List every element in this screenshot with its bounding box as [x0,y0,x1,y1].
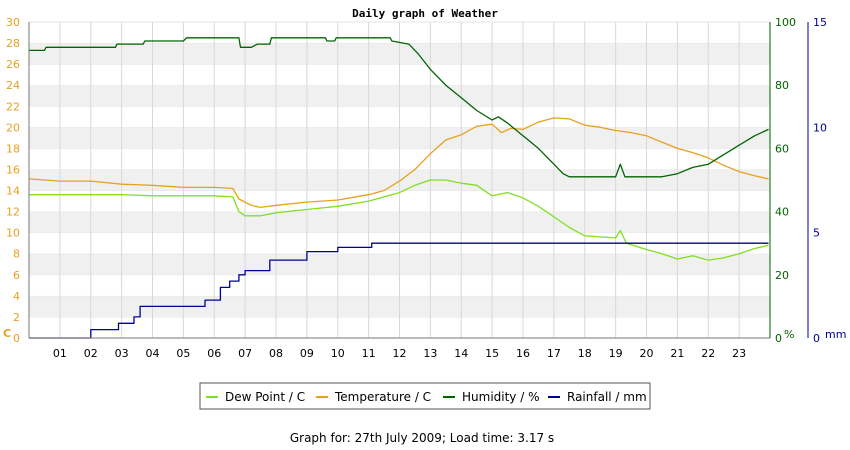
series-line-rainfall [29,242,769,339]
left-axis-tick-label: 30 [6,16,20,29]
x-axis-tick-label: 13 [423,347,437,360]
x-axis-tick-label: 18 [578,347,592,360]
left-axis-tick-label: 22 [6,100,20,113]
x-axis-tick-label: 22 [701,347,715,360]
x-axis-tick-label: 21 [670,347,684,360]
x-axis-tick-label: 15 [485,347,499,360]
legend-item: Temperature / C [316,390,431,404]
x-axis-tick-label: 08 [269,347,283,360]
humidity-axis-unit-label: % [784,328,794,341]
rain-axis-tick-label: 5 [813,227,820,240]
x-axis-tick-label: 11 [362,347,376,360]
x-axis-tick-label: 20 [640,347,654,360]
left-axis-tick-label: 18 [6,142,20,155]
x-axis-tick-label: 02 [84,347,98,360]
axes [28,22,809,339]
legend: Dew Point / C Temperature / C Humidity / %… [199,382,651,410]
legend-label: Dew Point / C [225,390,305,404]
x-axis-tick-label: 23 [732,347,746,360]
humidity-axis-tick-label: 0 [775,332,782,345]
x-axis-tick-label: 16 [516,347,530,360]
humidity-axis-tick-label: 80 [775,79,789,92]
left-axis-tick-label: 14 [6,185,20,198]
rain-axis-tick-label: 0 [813,332,820,345]
humidity-axis-tick-label: 20 [775,269,789,282]
legend-label: Rainfall / mm [567,390,647,404]
humidity-axis-tick-label: 60 [775,142,789,155]
rain-axis-unit-label: mm [825,328,846,341]
x-axis-tick-label: 06 [207,347,221,360]
left-axis-tick-label: 28 [6,37,20,50]
legend-label: Temperature / C [334,390,431,404]
x-axis-tick-label: 10 [331,347,345,360]
data-series [28,37,769,339]
legend-box [199,382,651,410]
series-line-dew [29,179,769,261]
legend-item: Dew Point / C [206,390,305,404]
left-axis-tick-label: 20 [6,121,20,134]
left-axis-tick-label: 10 [6,227,20,240]
humidity-axis-tick-label: 100 [775,16,796,29]
chart-title: Daily graph of Weather [352,7,498,20]
x-axis-tick-label: 12 [393,347,407,360]
rain-axis-tick-label: 10 [813,121,827,134]
x-axis-tick-label: 09 [300,347,314,360]
series-line-humidity [29,37,769,178]
left-axis-tick-label: 12 [6,206,20,219]
x-axis-tick-label: 19 [609,347,623,360]
rain-axis-tick-label: 15 [813,16,827,29]
x-axis-tick-label: 05 [176,347,190,360]
x-axis-tick-label: 01 [53,347,67,360]
left-axis-tick-label: 4 [13,290,20,303]
left-axis-tick-label: 26 [6,58,20,71]
legend-label: Humidity / % [462,390,539,404]
vertical-grid [59,22,740,338]
x-axis-tick-label: 07 [238,347,252,360]
x-axis-tick-label: 17 [547,347,561,360]
left-axis-tick-label: 16 [6,163,20,176]
x-axis-tick-label: 04 [146,347,160,360]
left-axis-tick-label: 8 [13,248,20,261]
left-axis-tick-label: 2 [13,311,20,324]
graph-footer: Graph for: 27th July 2009; Load time: 3.… [290,431,554,445]
left-axis-unit-label: C [3,327,11,340]
series-line-temperature [28,117,769,209]
legend-item: Rainfall / mm [548,390,647,404]
legend-item: Humidity / % [443,390,539,404]
x-axis-tick-label: 14 [454,347,468,360]
left-axis-tick-label: 6 [13,269,20,282]
x-axis-tick-label: 03 [115,347,129,360]
humidity-axis-tick-label: 40 [775,206,789,219]
left-axis-tick-label: 24 [6,79,20,92]
left-axis-tick-label: 0 [13,332,20,345]
